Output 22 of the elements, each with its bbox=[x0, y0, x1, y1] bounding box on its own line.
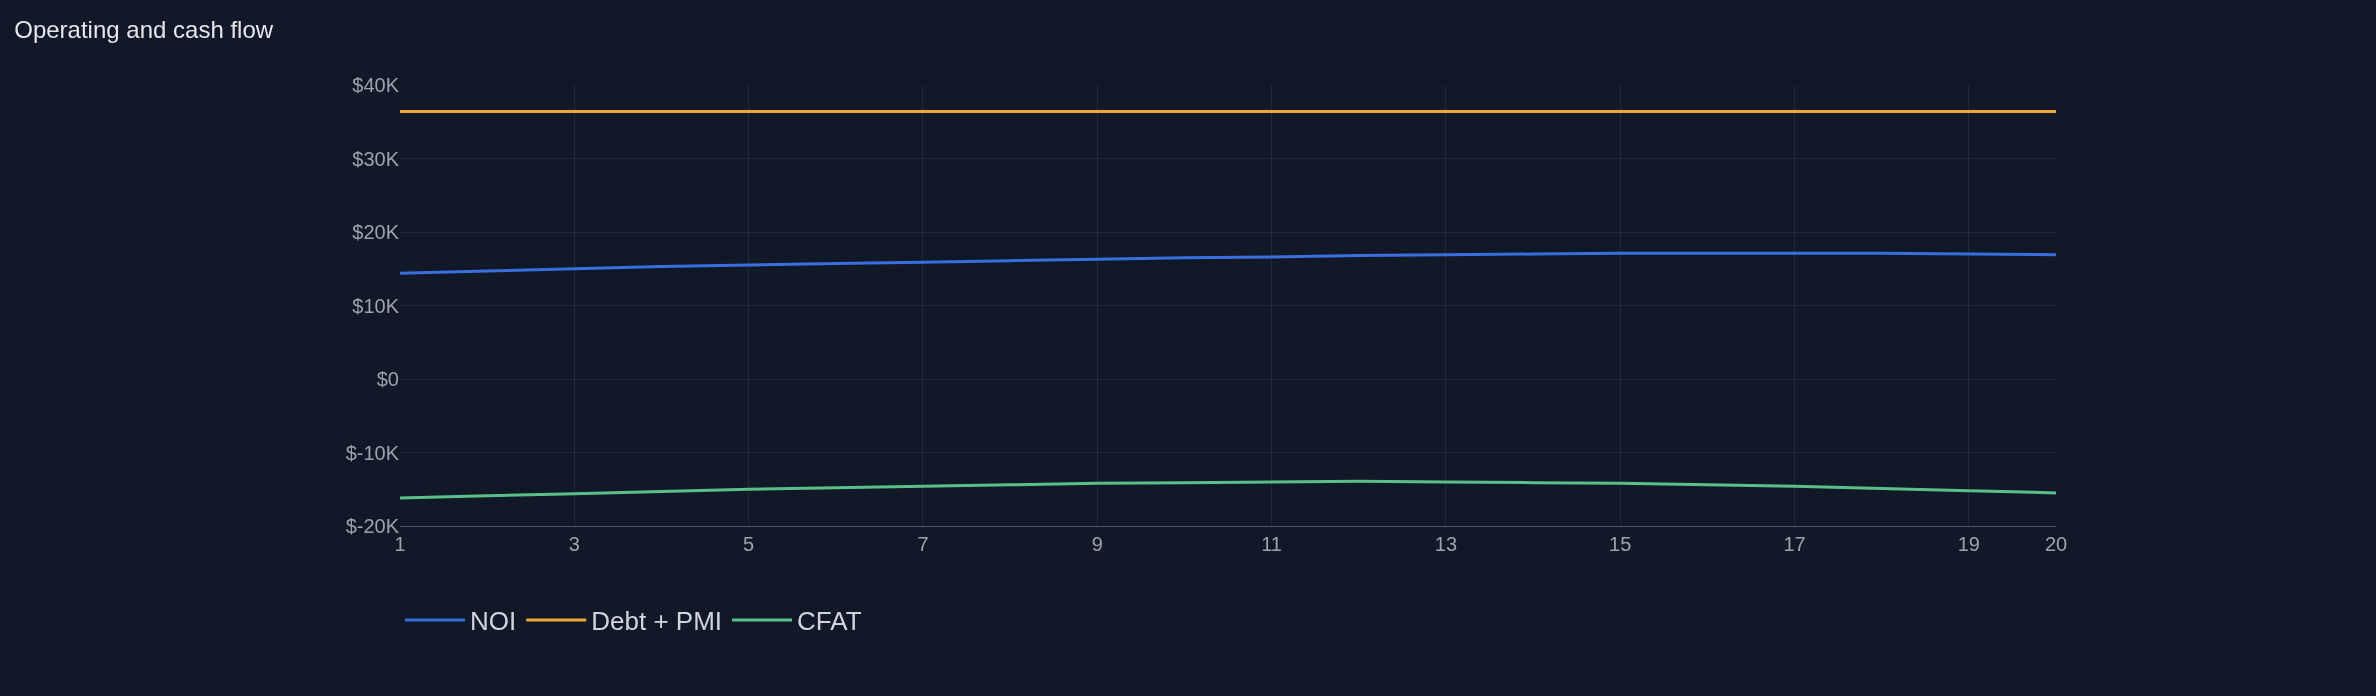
x-tick-label: 11 bbox=[1261, 533, 1282, 555]
y-tick-label: $30K bbox=[352, 147, 400, 170]
legend-label: CFAT bbox=[797, 606, 862, 637]
x-tick-label: 9 bbox=[1091, 533, 1103, 555]
y-tick-label: $40K bbox=[352, 74, 400, 96]
y-tick-label: $20K bbox=[352, 221, 400, 243]
x-tick-label: 17 bbox=[1783, 533, 1806, 555]
text: Operating and cash flow bbox=[14, 15, 274, 43]
y-tick-label: $0 bbox=[376, 368, 399, 390]
x-tick-label: 20 bbox=[2044, 533, 2068, 555]
legend-label: Debt + PMI bbox=[591, 606, 723, 637]
x-tick-label: 15 bbox=[1609, 533, 1632, 555]
x-tick-label: 13 bbox=[1434, 533, 1458, 555]
line-series bbox=[400, 479, 2056, 500]
x-tick-label: 19 bbox=[1957, 533, 1980, 555]
legend-label: NOI bbox=[470, 606, 517, 637]
x-tick-label: 5 bbox=[743, 533, 755, 555]
line-series bbox=[400, 251, 2056, 275]
y-tick-label: $10K bbox=[352, 294, 400, 317]
y-tick-label: $-10K bbox=[345, 441, 400, 464]
x-tick-label: 3 bbox=[568, 533, 580, 555]
x-tick-label: 7 bbox=[917, 533, 929, 555]
